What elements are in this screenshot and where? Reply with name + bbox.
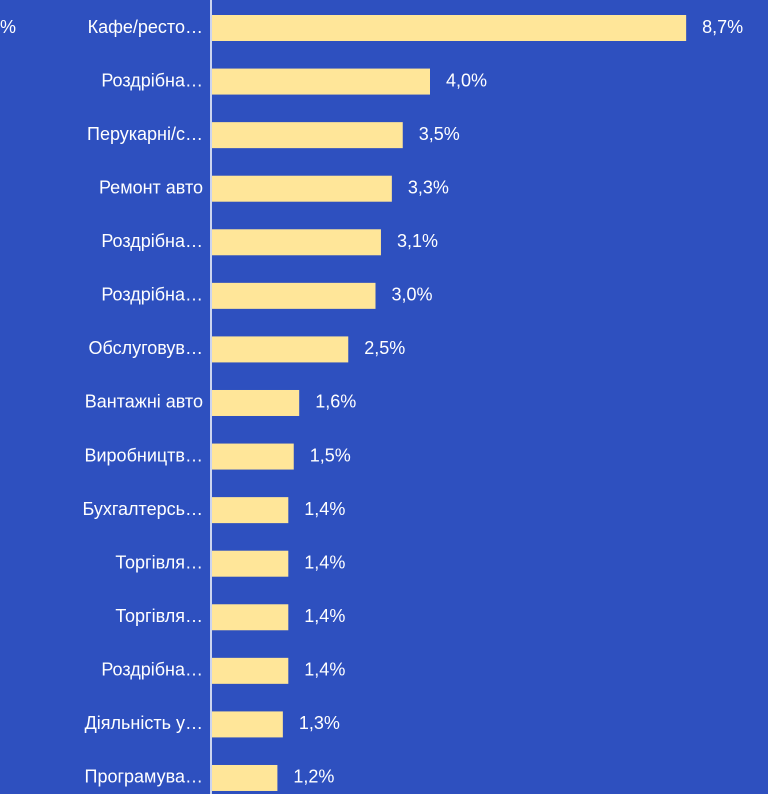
- bar: [212, 389, 300, 416]
- bar: [212, 229, 381, 256]
- bar: [212, 282, 376, 309]
- data-label: 1,2%: [293, 767, 334, 787]
- y-tick-label: Діяльність у…: [85, 713, 203, 733]
- data-label: 4,0%: [446, 70, 487, 90]
- y-tick-label: Торгівля…: [115, 606, 203, 626]
- y-tick-label: Вантажні авто: [85, 392, 203, 412]
- y-tick-label: Роздрібна…: [101, 70, 203, 90]
- data-label: 2,5%: [364, 338, 405, 358]
- annotation: %: [0, 17, 16, 37]
- data-label: 1,4%: [304, 606, 345, 626]
- bar: [212, 497, 289, 524]
- y-tick-label: Роздрібна…: [101, 231, 203, 251]
- bar: [212, 15, 687, 41]
- y-tick-label: Кафе/ресто…: [88, 17, 203, 37]
- data-label: 3,0%: [392, 285, 433, 305]
- data-label: 3,3%: [408, 177, 449, 197]
- bar: [212, 604, 289, 631]
- bar: [212, 550, 289, 577]
- y-tick-label: Обслуговув…: [88, 338, 203, 358]
- bar: [212, 764, 278, 791]
- y-tick-label: Виробництв…: [84, 445, 203, 465]
- data-label: 1,4%: [304, 499, 345, 519]
- data-label: 3,1%: [397, 231, 438, 251]
- data-label: 3,5%: [419, 124, 460, 144]
- y-tick-label: Програмува…: [85, 767, 204, 787]
- y-tick-label: Торгівля…: [115, 552, 203, 572]
- y-tick-label: Роздрібна…: [101, 285, 203, 305]
- bar: [212, 443, 294, 470]
- bar: [212, 122, 403, 149]
- bar: [212, 657, 289, 684]
- data-label: 1,3%: [299, 713, 340, 733]
- bar: [212, 336, 349, 363]
- y-tick-label: Перукарні/с…: [87, 124, 203, 144]
- y-tick-label: Роздрібна…: [101, 660, 203, 680]
- y-tick-label: Бухгалтерсь…: [82, 499, 203, 519]
- bar: [212, 175, 392, 202]
- data-label: 8,7%: [702, 17, 743, 37]
- bar: [212, 68, 430, 95]
- data-label: 1,4%: [304, 660, 345, 680]
- y-tick-label: Ремонт авто: [99, 177, 203, 197]
- data-label: 1,6%: [315, 392, 356, 412]
- data-label: 1,4%: [304, 552, 345, 572]
- bar: [212, 711, 283, 738]
- data-label: 1,5%: [310, 445, 351, 465]
